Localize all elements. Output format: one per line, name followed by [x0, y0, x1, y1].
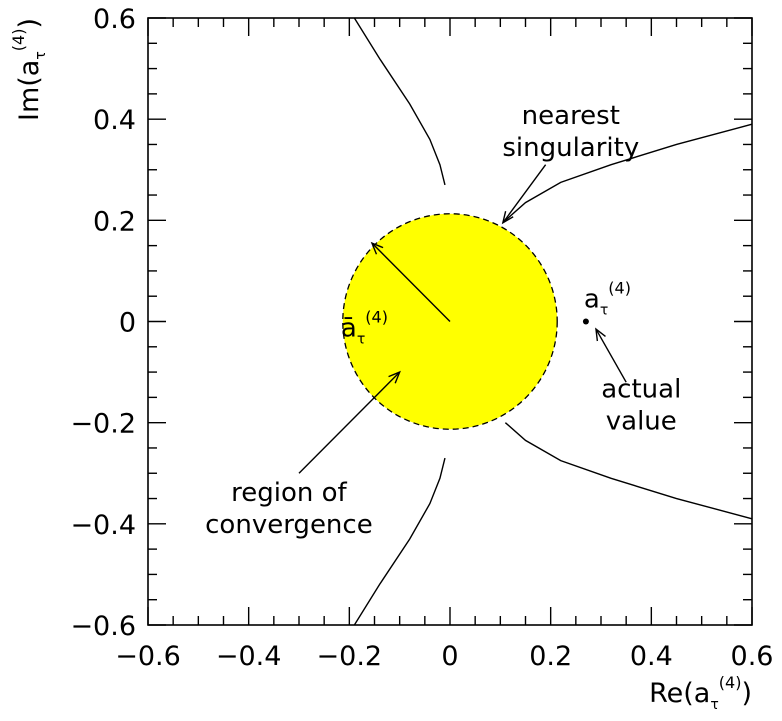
y-tick-label: 0.2 [93, 206, 136, 237]
curves-layer [353, 17, 753, 626]
ticks-layer: −0.6 −0.4 −0.2 0 0.2 0.4 0.6 −0.6 −0.4 −0.2 0 0.2 0.… [70, 4, 773, 672]
y-tick-label: 0.6 [93, 4, 136, 35]
annotation-1-line-2: singularity [502, 133, 639, 163]
annotation-1-line-1: nearest [522, 101, 620, 131]
radius-arrow [371, 242, 451, 322]
x-tick-label: 0.4 [630, 641, 673, 672]
actual-value-point [582, 318, 589, 325]
singularity-curve-3 [504, 123, 753, 221]
y-tick-label: −0.4 [70, 510, 136, 541]
annotation-2-line-2: value [606, 406, 677, 436]
annotation-3-arrow [298, 371, 401, 474]
y-tick-label: −0.6 [70, 611, 136, 642]
radius-arrow-head [370, 241, 384, 255]
x-axis-title: Re(aτ(4)) [649, 673, 752, 713]
annotation-3-line-2: convergence [205, 510, 373, 540]
x-tick-label: 0.2 [529, 641, 572, 672]
annotation-3-arrow-head [388, 370, 401, 384]
x-tick-label: −0.2 [317, 641, 383, 672]
singularity-curve-1 [353, 17, 446, 186]
singularity-curve-4 [504, 422, 753, 520]
axis-titles-layer: Re(aτ(4)) Im(aτ(4)) [9, 18, 752, 713]
x-tick-label: 0.6 [731, 641, 774, 672]
annotation-2-line-1: actual [601, 374, 681, 404]
y-axis-title: Im(aτ(4)) [9, 18, 49, 121]
annotation-3-line-1: region of [231, 478, 347, 508]
annotation-2-arrow-head [595, 327, 606, 342]
y-tick-label: 0 [119, 308, 136, 339]
singularity-curve-2 [353, 457, 446, 626]
x-tick-label: −0.4 [216, 641, 282, 672]
annotation-1-arrow-head [501, 211, 514, 225]
annotation-2-arrow [595, 328, 627, 383]
radius-label: āτ(4) [341, 308, 388, 348]
x-tick-label: 0 [441, 641, 458, 672]
x-tick-label: −0.6 [115, 641, 181, 672]
y-tick-label: 0.4 [93, 105, 136, 136]
annotation-1-arrow [502, 164, 547, 224]
y-tick-label: −0.2 [70, 409, 136, 440]
actual-value-point-label: aτ(4) [584, 279, 631, 319]
